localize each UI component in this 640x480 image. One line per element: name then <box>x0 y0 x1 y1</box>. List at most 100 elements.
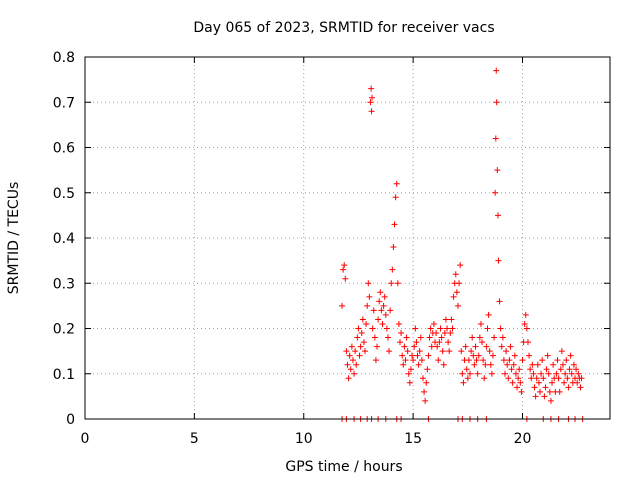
data-point <box>543 366 550 373</box>
data-point <box>352 348 359 355</box>
data-point <box>345 375 352 382</box>
data-point <box>340 266 347 273</box>
data-point <box>554 357 561 364</box>
data-point <box>523 325 530 332</box>
data-point <box>368 108 375 115</box>
data-point <box>482 361 489 368</box>
data-point <box>492 189 499 196</box>
y-tick-label: 0.6 <box>53 141 75 157</box>
data-point <box>372 357 379 364</box>
data-point <box>376 298 383 305</box>
data-point <box>389 266 396 273</box>
data-point <box>541 393 548 400</box>
data-point <box>369 94 375 101</box>
data-point <box>446 348 453 355</box>
data-point <box>529 361 536 368</box>
data-point <box>557 366 564 373</box>
x-tick-label: 10 <box>295 431 313 447</box>
data-point <box>383 325 390 332</box>
data-point <box>535 379 542 386</box>
data-point <box>343 348 350 355</box>
data-point <box>435 357 442 364</box>
data-point <box>533 375 540 382</box>
data-point <box>506 357 513 364</box>
data-point <box>362 348 368 355</box>
y-tick-label: 0.4 <box>53 231 75 247</box>
data-point <box>379 320 386 327</box>
data-point <box>544 352 551 359</box>
data-point <box>395 320 402 327</box>
data-point <box>530 370 537 377</box>
data-point <box>540 375 547 382</box>
data-point <box>511 352 518 359</box>
data-point <box>564 375 571 382</box>
data-point <box>456 280 463 287</box>
data-point <box>508 366 515 373</box>
y-tick-label: 0.2 <box>53 322 75 338</box>
data-point <box>485 311 492 318</box>
data-point <box>448 316 455 323</box>
data-point <box>498 343 505 350</box>
data-point <box>465 357 472 364</box>
data-point <box>496 298 503 305</box>
data-point <box>413 339 420 346</box>
data-point <box>474 370 481 377</box>
data-point <box>480 357 487 364</box>
data-point <box>459 370 466 377</box>
data-point <box>425 352 432 359</box>
data-point <box>444 325 451 332</box>
data-point <box>555 375 562 382</box>
data-point <box>504 361 511 368</box>
data-point <box>368 85 375 92</box>
data-point <box>566 366 573 373</box>
data-point <box>477 320 484 327</box>
data-point <box>353 361 360 368</box>
data-point <box>505 375 512 382</box>
data-point <box>387 307 394 314</box>
data-point <box>380 302 387 309</box>
data-point <box>473 357 480 364</box>
data-point <box>492 135 499 142</box>
data-point <box>447 330 454 337</box>
data-point <box>401 343 408 350</box>
data-point <box>458 348 465 355</box>
data-point <box>547 397 554 404</box>
data-point <box>410 357 417 364</box>
data-point <box>534 361 541 368</box>
data-point <box>558 348 565 355</box>
data-point <box>351 370 358 377</box>
data-point <box>360 339 367 346</box>
data-point <box>423 379 430 386</box>
data-point <box>565 384 572 391</box>
data-point <box>364 302 371 309</box>
data-point <box>442 316 449 323</box>
data-point <box>495 257 502 264</box>
data-point <box>519 357 526 364</box>
data-point <box>524 339 531 346</box>
data-point <box>454 302 461 309</box>
x-tick-label: 15 <box>404 431 422 447</box>
data-point <box>426 334 433 341</box>
data-point <box>578 375 585 382</box>
data-point <box>532 393 539 400</box>
data-point <box>493 67 500 74</box>
data-point <box>470 352 477 359</box>
data-point <box>545 370 552 377</box>
y-tick-label: 0.1 <box>53 367 75 383</box>
data-point <box>526 352 533 359</box>
data-point <box>403 334 410 341</box>
data-point <box>464 375 471 382</box>
data-point <box>462 343 469 350</box>
x-tick-label: 20 <box>514 431 532 447</box>
data-point <box>415 361 422 368</box>
data-point <box>561 379 568 386</box>
data-point <box>366 293 373 300</box>
y-tick-label: 0.7 <box>53 95 75 111</box>
data-point <box>371 334 378 341</box>
data-point <box>463 366 470 373</box>
data-point <box>468 348 475 355</box>
data-point <box>436 339 443 346</box>
data-point <box>483 343 490 350</box>
data-point <box>347 366 354 373</box>
y-tick-label: 0.5 <box>53 186 75 202</box>
